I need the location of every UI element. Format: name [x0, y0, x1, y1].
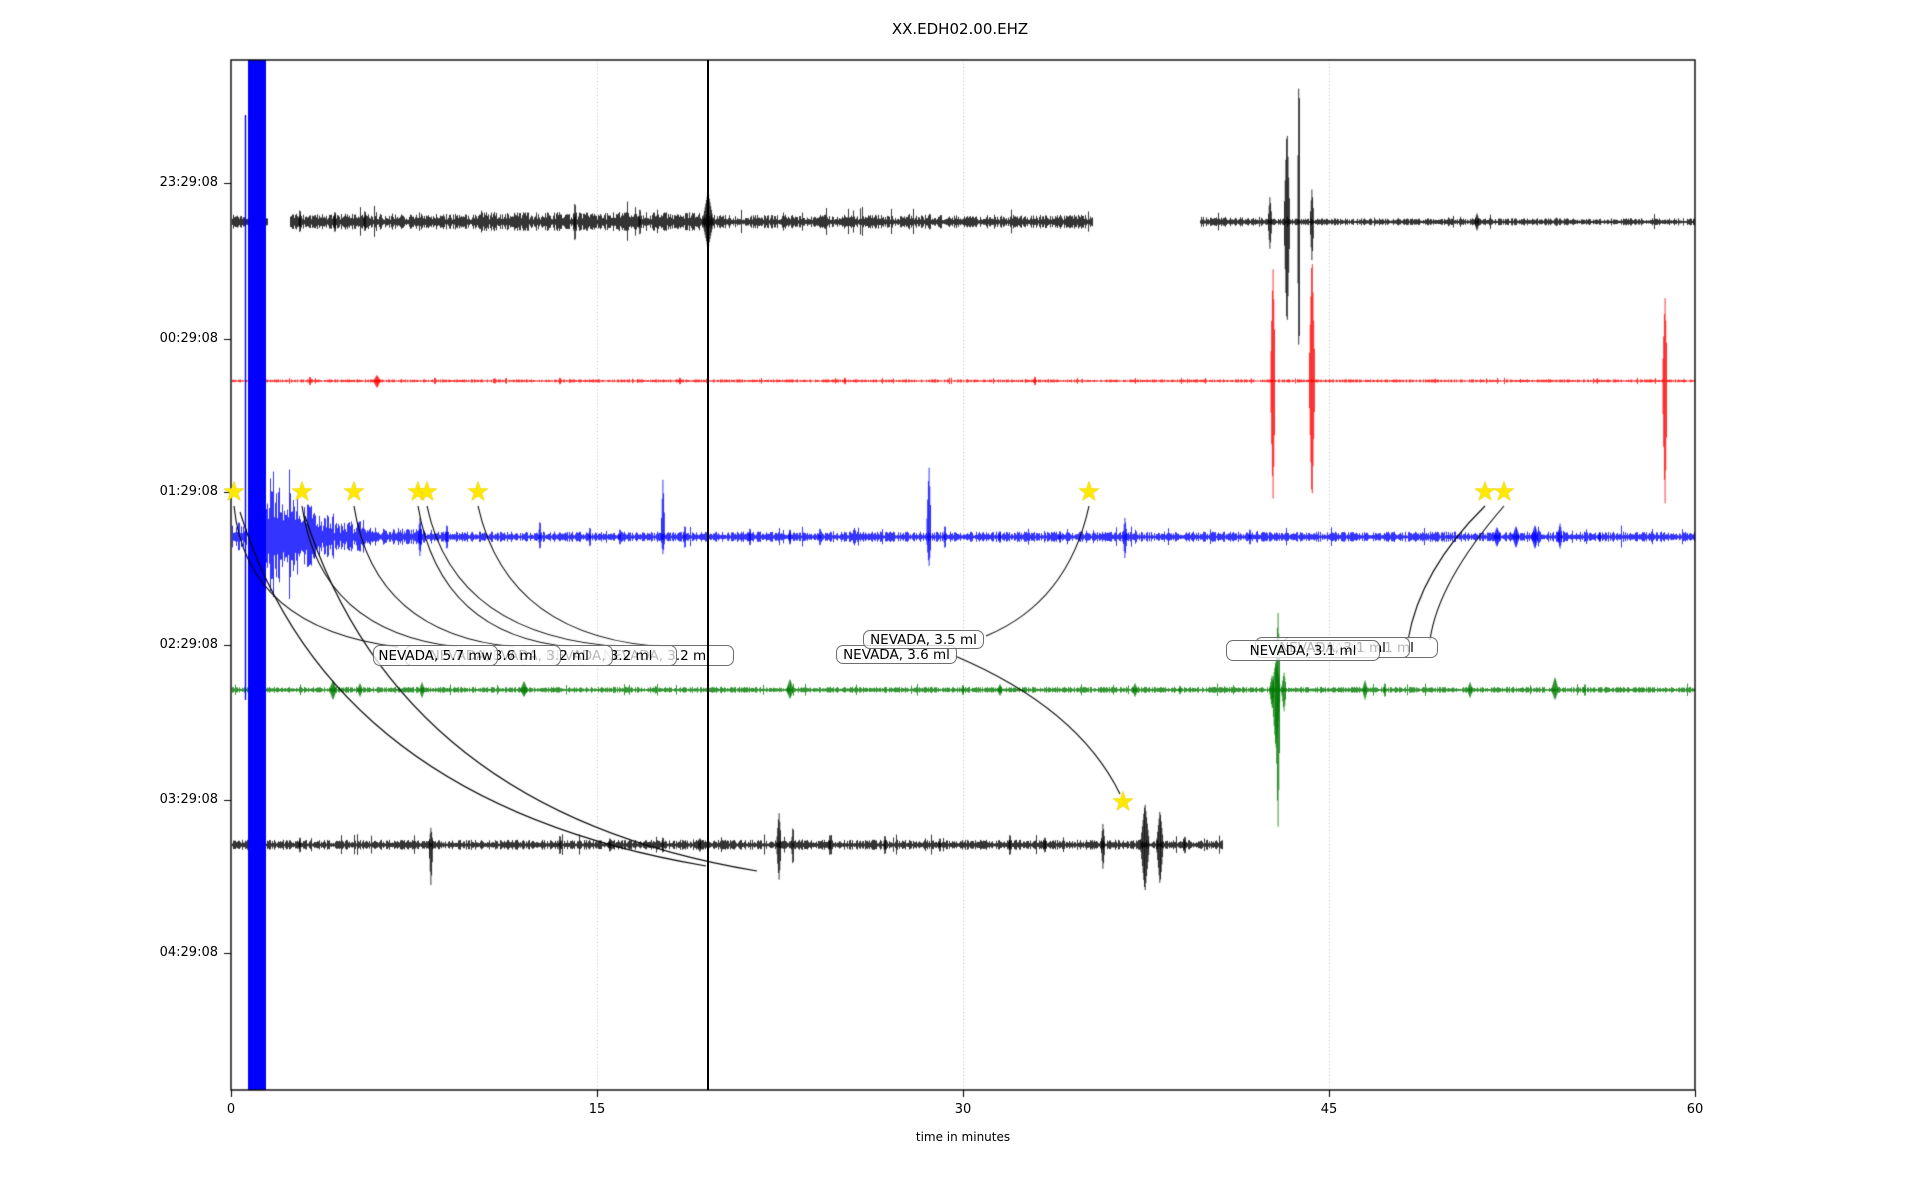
- event-star-icon: ★: [1076, 476, 1102, 508]
- x-tick-label: 30: [954, 1102, 972, 1117]
- event-star-icon: ★: [341, 476, 367, 508]
- event-star-icon: ★: [1110, 786, 1136, 818]
- event-star-icon: ★: [289, 476, 315, 508]
- x-tick-label: 15: [588, 1102, 606, 1117]
- plot-title: XX.EDH02.00.EHZ: [891, 20, 1029, 38]
- event-star-icon: ★: [414, 476, 440, 508]
- y-tick-label: 23:29:08: [159, 175, 218, 190]
- x-tick-label: 60: [1686, 1102, 1704, 1117]
- y-tick-label: 02:29:08: [159, 637, 218, 652]
- x-axis-title: time in minutes: [915, 1130, 1011, 1144]
- event-star-icon: ★: [465, 476, 491, 508]
- y-tick-label: 00:29:08: [159, 331, 218, 346]
- y-tick-label: 04:29:08: [159, 945, 218, 960]
- event-annotation: NEVADA, 3.5 ml: [863, 630, 984, 649]
- x-tick-label: 0: [226, 1102, 236, 1117]
- event-vertical-line: [706, 60, 710, 1090]
- y-tick-label: 03:29:08: [159, 792, 218, 807]
- event-annotation: NEVADA, 3.1 ml: [1226, 640, 1380, 661]
- y-tick-label: 01:29:08: [159, 484, 218, 499]
- event-star-icon: ★: [405, 476, 431, 508]
- x-tick-label: 45: [1320, 1102, 1338, 1117]
- event-annotation: NEVADA, 5.7 mw: [373, 645, 498, 666]
- event-star-icon: ★: [221, 476, 247, 508]
- event-star-icon: ★: [1472, 476, 1498, 508]
- event-star-icon: ★: [1491, 476, 1517, 508]
